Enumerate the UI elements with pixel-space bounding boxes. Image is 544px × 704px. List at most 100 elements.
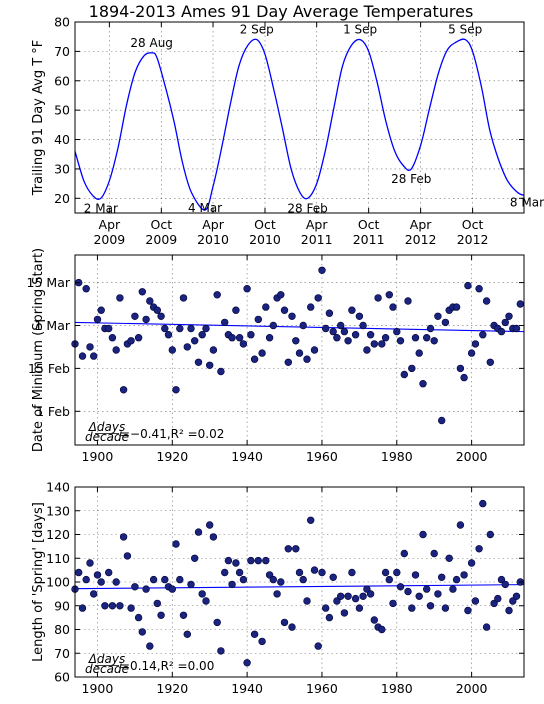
data-point: [389, 303, 397, 311]
data-point: [228, 580, 236, 589]
data-point: [310, 566, 319, 574]
data-point: [381, 334, 390, 342]
x-tick-label: 1900: [82, 681, 114, 696]
data-point: [198, 331, 206, 339]
data-point: [217, 647, 225, 655]
data-point: [505, 312, 513, 320]
data-point: [232, 559, 240, 567]
x-tick-label: 1960: [306, 681, 338, 696]
data-point: [157, 611, 165, 619]
data-point: [307, 516, 315, 524]
data-point: [86, 559, 94, 567]
data-point: [164, 331, 173, 339]
data-point: [329, 327, 337, 336]
data-point: [239, 340, 248, 348]
y-tick-label: 110: [46, 551, 70, 566]
data-point: [415, 349, 423, 357]
data-point: [340, 327, 349, 336]
x-tick-label-month: Oct: [254, 217, 276, 232]
data-point: [363, 346, 371, 354]
data-point: [127, 604, 135, 612]
data-point: [419, 380, 427, 388]
data-point: [209, 346, 218, 354]
spring-start-trend-annotation: Δdays decade =−0.41,R² =0.02: [85, 420, 224, 444]
data-point: [348, 568, 356, 577]
data-point: [408, 364, 416, 373]
x-tick-label: 1960: [306, 449, 338, 464]
data-point: [464, 606, 472, 615]
data-point: [325, 613, 334, 622]
data-point: [157, 312, 165, 320]
spring-start-y-axis-label: Date of Minimum (Spring Start): [31, 248, 46, 452]
data-point: [486, 358, 494, 366]
data-point: [505, 606, 513, 615]
y-tick-label: 30: [54, 161, 70, 176]
data-point: [486, 530, 494, 539]
data-point: [179, 294, 188, 302]
data-point: [101, 602, 109, 610]
extremum-label: 8 Mar: [510, 195, 544, 209]
data-point: [254, 315, 262, 324]
y-tick-label: 20: [54, 191, 70, 206]
data-point: [434, 312, 442, 320]
data-point: [494, 594, 502, 603]
data-point: [318, 568, 326, 577]
data-point: [183, 343, 192, 351]
data-point: [89, 590, 98, 598]
data-point: [262, 556, 270, 565]
y-tick-label: 90: [54, 598, 70, 613]
spring-length-trend-annotation: Δdays decade =0.14,R² =0.00: [85, 652, 214, 676]
data-point: [378, 340, 386, 348]
x-tick-label: 1940: [231, 449, 263, 464]
data-point: [404, 587, 412, 596]
data-point: [206, 361, 214, 369]
data-point: [138, 288, 147, 296]
data-point: [172, 386, 180, 394]
data-point: [134, 613, 143, 622]
data-point: [374, 294, 382, 302]
data-point: [438, 573, 446, 581]
y-tick-label: 70: [54, 44, 70, 59]
data-point: [280, 618, 289, 627]
data-point: [378, 625, 386, 634]
y-tick-label: 130: [46, 503, 70, 518]
data-point: [277, 578, 285, 586]
data-point: [243, 285, 251, 293]
data-point: [217, 367, 225, 376]
extremum-label: 28 Feb: [391, 172, 431, 186]
data-point: [479, 331, 487, 339]
data-point: [411, 571, 420, 579]
data-point: [116, 294, 124, 302]
data-point: [269, 575, 277, 584]
data-point: [93, 571, 102, 579]
data-point: [512, 592, 521, 600]
data-point: [123, 552, 132, 560]
data-point: [284, 545, 292, 553]
y-tick-label: 100: [46, 575, 70, 590]
data-point: [250, 630, 259, 638]
data-point: [467, 349, 476, 357]
data-point: [501, 318, 509, 327]
data-point: [497, 575, 506, 584]
x-tick-label-month: Apr: [410, 217, 432, 232]
extremum-label: 4 Mar: [188, 201, 222, 215]
spring-start-ticks: 1 Feb 15 Feb 1 Mar 15 Mar 1900 1920 1940 1960 19…: [27, 255, 524, 464]
y-tick-label: 120: [46, 527, 70, 542]
data-point: [108, 334, 117, 342]
data-point: [400, 370, 408, 379]
data-point: [337, 592, 345, 600]
data-point: [258, 349, 266, 357]
data-point: [344, 592, 352, 600]
x-tick-label: 1920: [156, 449, 188, 464]
data-point: [93, 315, 102, 324]
data-point: [97, 306, 105, 314]
x-tick-label: 1980: [381, 681, 413, 696]
data-point: [396, 337, 405, 345]
data-point: [295, 568, 304, 577]
data-point: [456, 364, 465, 373]
data-point: [325, 309, 334, 317]
x-tick-label-month: Oct: [151, 217, 173, 232]
data-point: [393, 327, 401, 336]
data-point: [262, 303, 270, 311]
